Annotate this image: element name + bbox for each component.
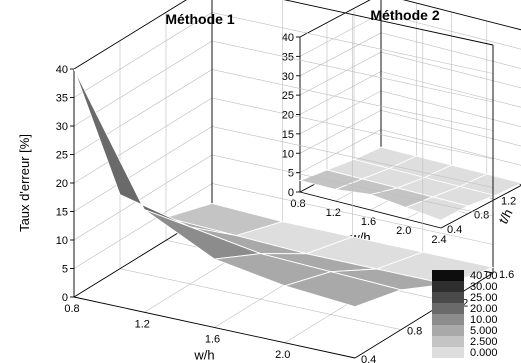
z-tick-label: 20 [282,110,294,122]
z-tick-label: 10 [282,148,294,160]
x-tick-label: 0.8 [64,303,79,315]
y-tick-label: 1.6 [499,269,514,281]
legend-label: 25.00 [470,292,498,304]
surface-cell [73,68,191,228]
y-tick-label: 0.4 [361,354,376,363]
z-tick-label: 0 [62,292,68,304]
legend-swatch [432,325,464,336]
surface-cell [405,196,469,221]
axis-frame [299,0,371,38]
legend-label: 5.000 [470,325,498,337]
title-methode-2: Méthode 2 [370,7,439,23]
grid-line-x [73,0,213,298]
x-tick-label: 1.6 [361,216,376,228]
y-tick-label: 0.8 [407,326,422,338]
z-tick-label: 30 [282,71,294,83]
z-tick-label: 40 [56,64,68,76]
x-tick-label: 2.0 [275,349,290,361]
axis-frame [402,0,521,31]
x-tick-label: 2.0 [396,225,411,237]
z-tick-label: 35 [56,93,68,105]
axis-frame [73,0,187,70]
surface-cell [284,271,402,308]
x-tick-label: 1.2 [135,318,150,330]
z-tick-label: 10 [56,235,68,247]
legend-swatch [432,303,464,314]
axis-frame [73,296,356,359]
y-tick-label: 0.8 [474,210,489,222]
grid-line-z [299,71,521,115]
title-methode-1: Méthode 1 [165,11,234,27]
x-tick-label: 1.2 [326,207,341,219]
grid-line-z [299,51,521,96]
y-tick-label: 1.2 [501,195,516,207]
z-tick-label: 5 [62,264,68,276]
z-axis-label: Taux d'erreur [%] [17,134,32,232]
legend-label: 40.00 [470,270,498,282]
axis-frame [299,191,442,229]
axis-frame [354,272,494,359]
legend-label: 20.00 [470,303,498,315]
legend-label: 10.00 [470,314,498,326]
legend-swatch [432,292,464,303]
legend-label: 30.00 [470,281,498,293]
axis-frame [283,0,494,46]
z-tick-label: 0 [288,187,294,199]
legend-swatch [432,314,464,325]
plot-methode-2: 05101520253035400.81.21.62.02.40.40.81.2… [282,0,521,246]
legend-swatch [432,336,464,347]
surface [299,146,521,221]
axis-frame [440,185,521,229]
z-tick-label: 20 [56,178,68,190]
z-tick-label: 30 [56,121,68,133]
legend-label: 0.000 [470,347,498,359]
grid-line-z [299,32,521,77]
z-tick-label: 25 [282,90,294,102]
legend-swatch [432,270,464,281]
y-axis-label: t/h [496,206,516,226]
legend-label: 2.500 [470,336,498,348]
x-tick-label: 0.8 [290,198,305,210]
z-tick-label: 25 [56,150,68,162]
z-tick-label: 40 [282,32,294,44]
plot-methode-1: 05101520253035400.81.21.62.02.40.40.81.2… [17,0,514,363]
legend-swatch [432,281,464,292]
z-tick-label: 5 [288,168,294,180]
x-axis-label: w/h [193,348,214,363]
surface [73,68,494,308]
z-tick-label: 15 [282,129,294,141]
grid-line-z [299,109,521,154]
y-tick-label: 0.4 [447,224,462,236]
z-tick-label: 15 [56,207,68,219]
x-tick-label: 1.6 [205,334,220,346]
legend-swatch [432,347,464,358]
x-tick-label: 2.4 [431,234,446,246]
